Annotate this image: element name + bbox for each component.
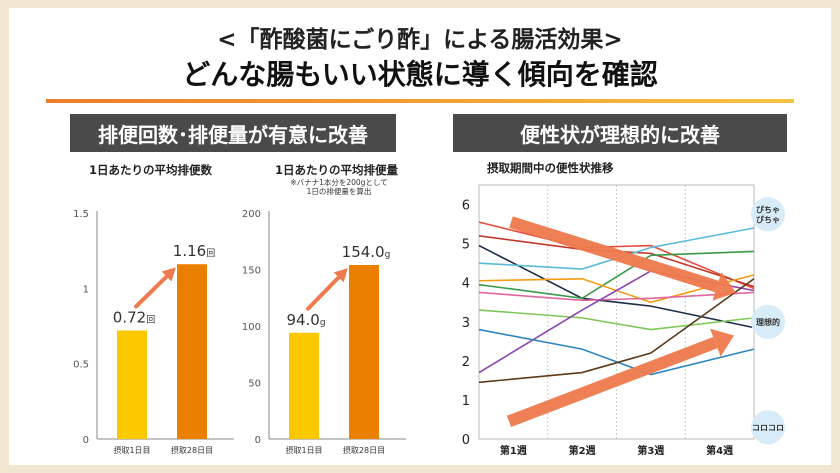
chart3-y-tick-label: 0 — [462, 433, 470, 448]
chart3-series-line-7 — [478, 291, 755, 302]
chart2-data-label-1: 94.0g — [286, 311, 325, 329]
chart3-down-trend-arrow — [509, 216, 719, 293]
chart1-category-label: 摂取28日目 — [171, 445, 213, 455]
chart3-x-tick-label: 第2週 — [569, 444, 596, 457]
chart3-series-line-8 — [478, 309, 755, 331]
chart2-y-tick-label: 50 — [248, 379, 261, 390]
chart3-y-tick-label: 5 — [462, 238, 470, 253]
chart3-zone-bubble-3 — [751, 410, 785, 445]
slide-title: どんな腸もいい状態に導く傾向を確認 — [182, 58, 658, 91]
chart2-title: 1日あたりの平均排便量 — [275, 163, 399, 177]
chart2-data-label-2: 154.0g — [342, 243, 391, 261]
chart2-increase-arrowhead — [333, 268, 348, 283]
chart3-zone-bubble-2 — [751, 304, 785, 339]
chart3-down-trend-arrow-head — [712, 272, 736, 301]
chart3-y-tick-label: 2 — [462, 355, 470, 370]
chart1-bar-1 — [117, 330, 147, 439]
chart2-bar-2 — [349, 264, 379, 439]
chart3-x-tick-label: 第1週 — [500, 444, 527, 457]
section-header-left: 排便回数･排便量が有意に改善 — [70, 114, 396, 152]
chart2-note-line1: ※バナナ1本分を200gとして — [290, 178, 388, 187]
chart3-y-tick-label: 1 — [462, 394, 470, 409]
chart2-y-tick-label: 150 — [242, 266, 261, 277]
chart3-zone-label: 理想的 — [756, 317, 780, 327]
chart3-zone-label: ぴちゃ — [756, 214, 780, 224]
chart2-category-label: 摂取1日目 — [285, 445, 322, 455]
chart3-up-trend-arrow — [506, 336, 718, 428]
chart2-y-tick-label: 0 — [255, 435, 261, 446]
chart1-y-tick-label: 0.5 — [73, 360, 89, 371]
chart3-y-tick-label: 3 — [462, 316, 470, 331]
chart3-zone-label: コロコロ — [752, 423, 784, 432]
chart2-bar-1 — [289, 332, 319, 439]
chart1-data-label-1: 0.72回 — [113, 309, 155, 327]
chart1-bar-2 — [177, 264, 207, 439]
chart3-zone-label: ぴちゃ — [756, 204, 780, 214]
chart3-up-trend-arrow-head — [709, 328, 734, 357]
chart1-category-label: 摂取1日目 — [113, 445, 150, 455]
chart3-series-line-10 — [478, 328, 755, 376]
chart2-volume: 0 50 100 150 200 摂取1日目 94.0g 摂取28日目 154.0g — [242, 209, 406, 455]
slide: <「酢酸菌にごり酢」による腸活効果> どんな腸もいい状態に導く傾向を確認 排便回… — [9, 8, 831, 465]
chart1-increase-arrowhead — [161, 267, 176, 282]
chart3-y-tick-label: 6 — [462, 199, 470, 214]
chart3-zone-bubble-1 — [751, 197, 785, 232]
chart3-series-line-1 — [478, 221, 755, 290]
chart1-y-tick-label: 1 — [83, 284, 89, 295]
chart3-y-tick-label: 4 — [462, 277, 470, 292]
slide-subtitle: <「酢酸菌にごり酢」による腸活効果> — [217, 27, 623, 53]
chart3-series-line-5 — [478, 250, 755, 300]
chart3-x-tick-label: 第4週 — [706, 444, 733, 457]
chart1-y-tick-label: 0 — [83, 435, 89, 446]
chart2-category-label: 摂取28日目 — [343, 445, 385, 455]
title-underline — [46, 99, 794, 103]
chart1-data-label-2: 1.16回 — [173, 242, 215, 260]
chart2-y-tick-label: 100 — [242, 322, 261, 333]
chart2-note-line2: 1日の排便量を算出 — [306, 187, 372, 196]
chart1-title: 1日あたりの平均排便数 — [89, 163, 213, 177]
section-header-right: 便性状が理想的に改善 — [453, 114, 787, 152]
chart3-x-tick-label: 第3週 — [637, 444, 664, 457]
chart3-series-line-11 — [478, 278, 755, 384]
chart1-y-tick-label: 1.5 — [73, 209, 89, 220]
chart2-increase-arrow — [306, 275, 341, 311]
chart3-title: 摂取期間中の便性状推移 — [487, 161, 614, 175]
chart2-y-tick-label: 200 — [242, 209, 261, 220]
chart1-increase-arrow — [134, 274, 169, 309]
chart2-note: ※バナナ1本分を200gとして 1日の排便量を算出 — [259, 178, 419, 196]
